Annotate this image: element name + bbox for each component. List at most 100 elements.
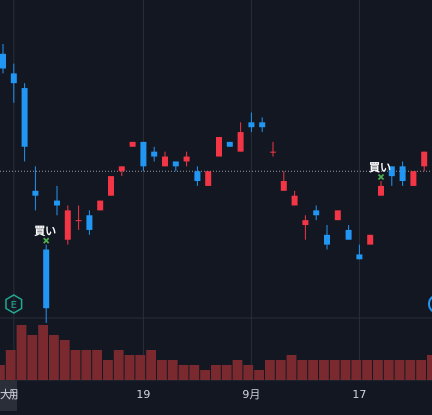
event-markers: E	[5, 294, 432, 314]
cross-icon	[377, 173, 385, 181]
volume-bar	[297, 360, 308, 380]
candle-body	[302, 220, 309, 226]
volume-bar	[113, 350, 124, 380]
axis-left-chip	[0, 380, 17, 411]
candle-body	[172, 161, 179, 167]
candle-body	[97, 200, 104, 211]
candle-body	[10, 73, 17, 84]
candle-body	[32, 190, 39, 196]
volume-bar	[92, 350, 102, 380]
volume-bar	[427, 355, 432, 380]
volume-bar	[308, 360, 318, 380]
candle-body	[183, 156, 190, 162]
candle-body	[0, 53, 6, 69]
volume-bar	[70, 350, 81, 380]
candle-body	[280, 181, 287, 191]
volume-bar	[275, 360, 286, 380]
candle-body	[129, 141, 136, 147]
volume-bar	[103, 360, 113, 380]
candle-body	[378, 185, 384, 196]
volume-bar	[49, 335, 59, 380]
candle-body	[43, 249, 50, 309]
volume-bar	[81, 350, 92, 380]
volume-bar	[319, 360, 329, 380]
candle-body	[324, 234, 330, 245]
volume-bar	[405, 360, 416, 380]
buy-signal-label: 買い	[369, 161, 391, 174]
circle-marker	[428, 296, 432, 312]
volume-bar	[124, 355, 135, 380]
volume-bar	[373, 360, 383, 380]
price-candles	[0, 44, 428, 323]
candle-body	[108, 176, 114, 196]
candle-body	[21, 88, 28, 147]
candle-body	[237, 132, 244, 152]
candle-body	[313, 210, 320, 216]
volume-bar	[232, 360, 243, 380]
time-axis: 大)月 19 9月 17	[0, 380, 366, 411]
candle-body	[86, 215, 93, 230]
candle-body	[64, 210, 71, 240]
x-tick-label: 9月	[242, 388, 260, 401]
earnings-badge-outline	[5, 294, 23, 314]
candle-body	[345, 229, 352, 240]
candle-body	[334, 210, 341, 221]
earnings-badge-label: E	[11, 300, 17, 311]
volume-bar	[146, 350, 156, 380]
candle-body	[118, 166, 125, 172]
volume-bar	[167, 360, 178, 380]
volume-bar	[340, 360, 351, 380]
x-tick-label: 17	[352, 388, 366, 401]
cross-stroke	[43, 237, 50, 244]
volume-bar	[265, 360, 275, 380]
volume-bar	[135, 355, 146, 380]
volume-bar	[27, 335, 38, 380]
volume-bar	[383, 360, 394, 380]
volume-bar	[221, 365, 232, 380]
cross-icon	[43, 237, 50, 244]
candle-body	[259, 122, 266, 128]
candle-body	[162, 156, 168, 167]
axis-partial-label: 大)	[0, 387, 15, 401]
volume-bar	[200, 370, 210, 380]
candle-body	[194, 171, 201, 182]
candle-body	[216, 136, 222, 157]
x-tick-label: 19	[136, 388, 150, 401]
volume-bar	[157, 360, 167, 380]
volume-bar	[59, 340, 70, 380]
volume-bar	[254, 370, 264, 380]
candle-body	[270, 151, 276, 153]
cross-stroke	[377, 173, 385, 181]
volume-bar	[38, 325, 48, 380]
volume-bar	[0, 365, 5, 380]
volume-bars	[0, 325, 432, 380]
volume-bar	[5, 350, 16, 380]
volume-bar	[362, 360, 372, 380]
volume-bar	[16, 325, 27, 380]
candle-body	[248, 122, 255, 128]
candle-body	[205, 171, 212, 186]
candle-body	[291, 195, 298, 206]
x-tick-label: 月	[8, 388, 19, 401]
candle-body	[151, 151, 158, 157]
volume-bar	[416, 360, 426, 380]
candle-body	[226, 141, 233, 147]
candle-body	[140, 141, 147, 167]
candle-body	[421, 151, 428, 167]
volume-bar	[394, 360, 405, 380]
volume-bar	[351, 360, 362, 380]
candle-body	[410, 171, 417, 186]
volume-bar	[211, 365, 221, 380]
earnings-icon: E	[5, 294, 23, 314]
candle-body	[54, 200, 60, 206]
candle-body	[367, 234, 374, 245]
candle-body	[399, 166, 406, 182]
buy-signal-label: 買い	[34, 225, 56, 238]
volume-bar	[329, 360, 340, 380]
volume-bar	[189, 365, 200, 380]
candle-body	[356, 254, 363, 260]
